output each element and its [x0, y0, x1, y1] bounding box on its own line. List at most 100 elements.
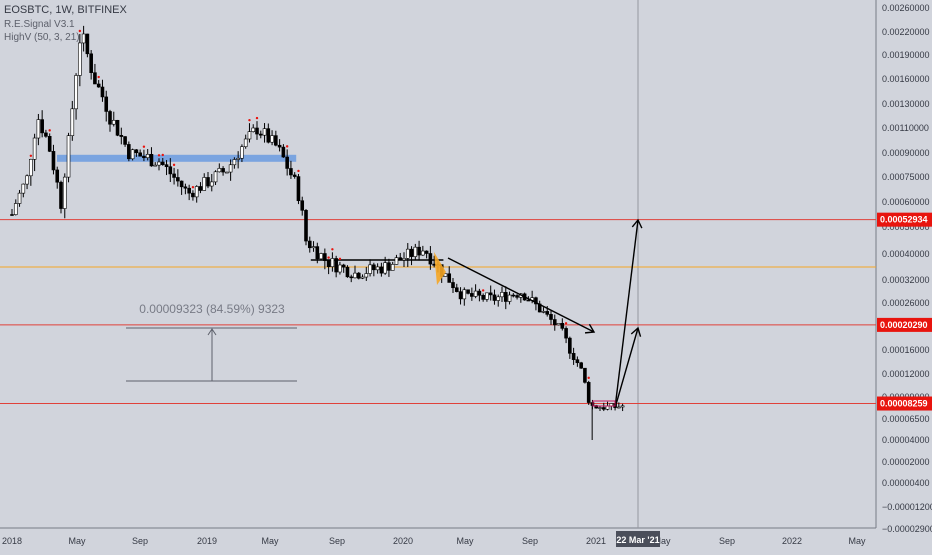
candle-body: [571, 353, 576, 360]
candle-body: [81, 33, 86, 44]
candle-body: [289, 168, 293, 176]
x-tick-label: 2022: [782, 536, 802, 546]
candle-body: [390, 264, 395, 271]
candle-body: [583, 367, 587, 383]
candle-body: [443, 273, 448, 277]
signal-dot: [29, 154, 33, 157]
candle-body: [108, 111, 112, 125]
support-zone: [57, 154, 297, 162]
y-tick-label: 0.00090000: [882, 148, 930, 158]
candle-body: [477, 290, 482, 296]
signal-dot: [78, 29, 82, 33]
candle-body: [353, 272, 357, 279]
candle-body: [47, 136, 52, 152]
candle-body: [172, 173, 176, 178]
candle-body: [447, 273, 452, 283]
y-tick-label: 0.00032000: [882, 275, 930, 285]
candle-body: [206, 177, 210, 187]
candle-body: [579, 362, 583, 369]
candle-body: [138, 152, 142, 157]
candle-body: [568, 337, 572, 354]
candle-body: [240, 146, 244, 159]
candle-body: [326, 260, 331, 268]
x-tick-label: May: [68, 536, 86, 546]
candle-body: [398, 257, 403, 261]
candle-body: [458, 291, 463, 300]
candle-body: [127, 144, 131, 160]
candle-body: [421, 250, 425, 256]
candle-body: [183, 186, 188, 189]
y-tick-label: −0.00002900: [882, 524, 932, 534]
signal-dot: [587, 376, 590, 380]
y-tick-label: 0.00220000: [882, 27, 930, 37]
candle-body: [383, 262, 387, 274]
x-tick-label: Sep: [329, 536, 345, 546]
signal-dot: [48, 129, 51, 132]
projection-arrow-head: [584, 323, 596, 334]
candle-body: [17, 192, 22, 204]
candle-body: [255, 127, 259, 135]
y-tick-label: 0.00040000: [882, 249, 930, 259]
y-tick-label: 0.00006500: [882, 414, 930, 424]
price-tag: [877, 396, 932, 411]
candle-body: [473, 290, 478, 297]
candle-body: [274, 135, 278, 146]
candle-body: [119, 135, 124, 137]
x-tick-label: May: [848, 536, 866, 546]
candle-body: [25, 175, 29, 185]
candle-body: [496, 296, 501, 301]
candle-body: [236, 157, 240, 160]
signal-dot: [248, 118, 251, 122]
candle-body: [349, 276, 354, 279]
candle-body: [104, 96, 109, 112]
signal-dot: [142, 145, 146, 148]
candle-body: [266, 128, 271, 143]
candle-body: [345, 266, 350, 278]
symbol-title: EOSBTC, 1W, BITFINEX: [4, 4, 127, 16]
candle-body: [356, 272, 361, 279]
candle-body: [85, 33, 90, 55]
price-tag-label: 0.00020290: [880, 320, 928, 330]
candle-body: [304, 210, 308, 242]
candle-body: [221, 168, 225, 173]
candle-body: [470, 293, 474, 297]
candle-body: [360, 276, 365, 279]
y-tick-label: 0.00012000: [882, 369, 930, 379]
candle-body: [62, 176, 67, 209]
candle-body: [394, 257, 399, 265]
candle-body: [500, 292, 504, 298]
candle-body: [29, 159, 33, 177]
signal-dot: [331, 248, 334, 251]
candle-body: [179, 180, 184, 188]
y-tick-label: 0.00260000: [882, 3, 930, 13]
candle-body: [364, 273, 369, 278]
candle-body: [387, 262, 391, 271]
x-tick-label: May: [456, 536, 474, 546]
candle-body: [153, 164, 158, 167]
x-tick-label: May: [261, 536, 279, 546]
candle-body: [556, 323, 561, 326]
candle-body: [334, 258, 338, 273]
x-tick-label: Sep: [132, 536, 148, 546]
price-tag: [877, 212, 932, 227]
y-tick-label: 0.00016000: [882, 345, 930, 355]
candle-body: [281, 146, 286, 158]
y-tick-label: 0.00002000: [882, 457, 930, 467]
candle-body: [330, 258, 335, 268]
candle-body: [462, 289, 467, 300]
candle-body: [13, 203, 18, 215]
candle-body: [620, 405, 625, 408]
y-tick-label: 0.00060000: [882, 197, 930, 207]
y-tick-label: 0.00130000: [882, 99, 930, 109]
y-tick-label: 0.00190000: [882, 50, 930, 60]
signal-dot: [172, 163, 176, 167]
price-tag-label: 0.00008259: [880, 399, 928, 409]
signal-dot: [157, 154, 161, 157]
candle-body: [247, 131, 252, 140]
x-tick-label: 2021: [586, 536, 606, 546]
crosshair-date-label: 22 Mar '21: [616, 535, 659, 545]
signal-dot: [97, 75, 100, 79]
candle-body: [341, 264, 346, 268]
